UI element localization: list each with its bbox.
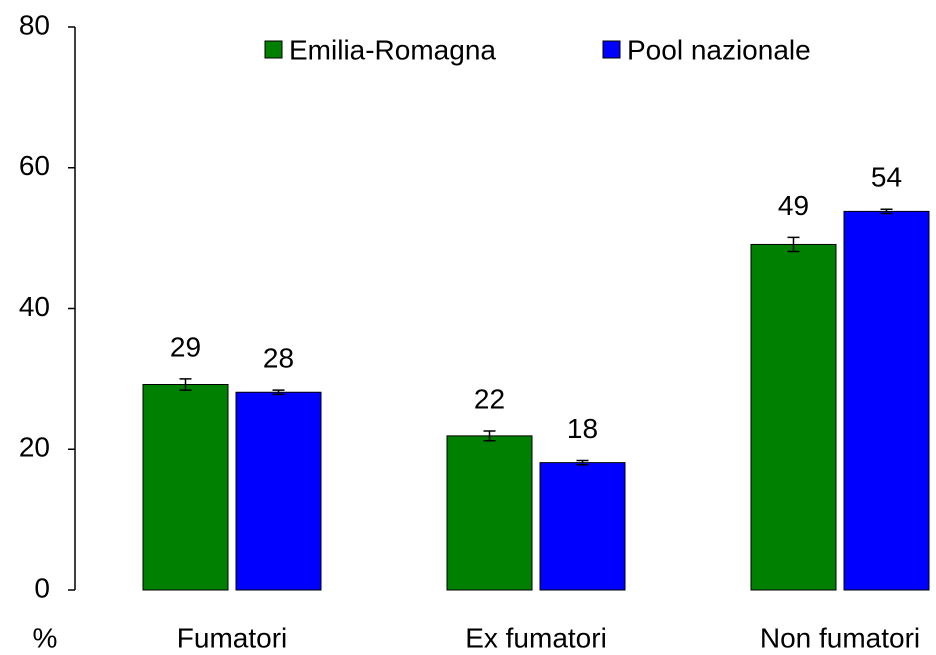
legend-swatch [602, 40, 621, 59]
bar [539, 462, 626, 591]
legend-swatch [264, 40, 283, 59]
y-tick-label: 40 [19, 291, 50, 322]
y-tick-label: 60 [19, 150, 50, 181]
value-label: 49 [778, 190, 809, 221]
x-tick-label: Ex fumatori [465, 622, 607, 653]
bar [142, 384, 229, 591]
y-tick-label: 20 [19, 432, 50, 463]
legend-label: Pool nazionale [627, 34, 811, 65]
error-bar [179, 378, 192, 391]
bar [235, 391, 322, 591]
x-tick-label: Non fumatori [760, 622, 920, 653]
value-label: 28 [263, 343, 294, 374]
error-bar [272, 389, 285, 396]
value-label: 22 [474, 383, 505, 414]
error-bar [880, 208, 893, 215]
bar [750, 243, 837, 591]
legend-label: Emilia-Romagna [289, 34, 496, 65]
value-label: 29 [170, 331, 201, 362]
bar [446, 435, 533, 591]
y-tick-label: 0 [34, 572, 50, 603]
error-bar [787, 236, 800, 253]
y-tick-label: 80 [19, 9, 50, 40]
value-label: 18 [567, 413, 598, 444]
y-axis-label: % [33, 622, 58, 653]
value-label: 54 [871, 162, 902, 193]
error-bar [483, 430, 496, 442]
error-bar [576, 459, 589, 466]
x-tick-label: Fumatori [177, 622, 287, 653]
bar [843, 210, 930, 591]
